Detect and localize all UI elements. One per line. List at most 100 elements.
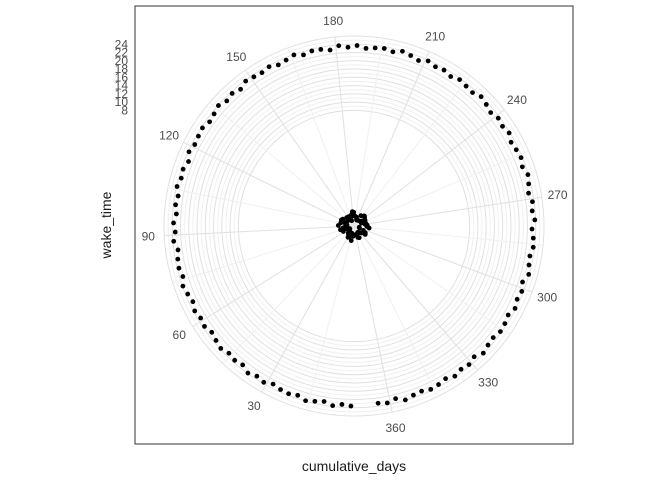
r-grid-circle [208, 80, 500, 372]
data-point [519, 288, 525, 294]
data-point [226, 350, 232, 356]
data-point [211, 111, 217, 117]
data-point [488, 110, 494, 115]
data-point [192, 308, 198, 314]
data-point [384, 400, 390, 406]
data-point [270, 381, 276, 387]
data-point [356, 235, 362, 241]
r-grid-circle [188, 60, 520, 392]
data-point [352, 213, 358, 219]
data-point [527, 253, 533, 259]
data-point [513, 147, 519, 153]
theta-tick-label: 120 [159, 128, 179, 142]
theta-grid-spoke [245, 69, 355, 227]
data-point [175, 193, 181, 199]
theta-tick-label: 90 [142, 229, 156, 243]
data-point [209, 329, 215, 335]
data-point [411, 392, 416, 398]
data-point [500, 123, 505, 129]
data-point [229, 91, 235, 96]
theta-grid-spoke [305, 225, 355, 411]
data-point [340, 225, 346, 231]
r-grid-circle [233, 105, 475, 347]
data-point [416, 58, 421, 63]
theta-grid-spoke [287, 47, 355, 227]
data-point [218, 346, 224, 351]
theta-grid-spoke [353, 225, 393, 413]
data-point [330, 403, 336, 409]
r-grid-circle [184, 56, 524, 396]
data-point [520, 279, 525, 285]
theta-tick-label: 30 [247, 399, 261, 413]
r-grid-circle [217, 89, 491, 363]
data-point [243, 78, 249, 84]
data-point [335, 223, 341, 228]
data-point [529, 226, 535, 232]
data-point [295, 392, 301, 398]
data-point [173, 202, 178, 208]
theta-grid-spoke [353, 225, 479, 371]
data-point [207, 119, 213, 125]
data-point [390, 49, 396, 55]
r-grid-circle [175, 47, 533, 405]
data-point [433, 64, 438, 70]
data-point [180, 274, 186, 279]
data-point [283, 57, 289, 63]
data-point [483, 102, 489, 107]
data-point [174, 184, 180, 189]
data-point [318, 47, 324, 52]
data-point [348, 238, 354, 244]
data-point [173, 211, 179, 217]
data-point [381, 46, 387, 51]
data-point [232, 357, 238, 363]
data-point [251, 74, 257, 80]
theta-grid-spoke [172, 225, 355, 284]
data-point [463, 83, 469, 89]
x-axis-title: cumulative_days [302, 458, 406, 474]
r-grid-circle [225, 97, 483, 355]
data-point [176, 265, 182, 271]
data-point [190, 299, 196, 305]
grid-lines [163, 35, 545, 417]
theta-tick-label: 360 [385, 421, 405, 435]
theta-grid-spoke [222, 225, 355, 365]
data-point [428, 386, 434, 392]
data-point [266, 64, 272, 70]
data-point [175, 256, 181, 262]
data-point [301, 52, 306, 58]
data-point [448, 74, 454, 79]
data-point [278, 387, 283, 392]
r-tick-label: 16 [115, 70, 129, 84]
data-point [363, 45, 369, 51]
theta-tick-label: 240 [507, 93, 527, 107]
r-grid-circle [163, 35, 545, 417]
data-point [336, 43, 342, 49]
r-tick-label: 18 [115, 62, 129, 76]
data-point [478, 94, 484, 100]
r-grid-circle [167, 39, 541, 413]
data-point [216, 103, 221, 108]
r-grid-circle [200, 72, 508, 380]
data-point [202, 323, 207, 329]
data-point [518, 155, 524, 161]
data-point [497, 329, 503, 334]
theta-tick-label: 330 [478, 375, 498, 389]
r-grid-circle [213, 85, 495, 367]
data-point [286, 391, 292, 397]
data-point [458, 366, 464, 372]
data-point [171, 220, 176, 226]
data-point [348, 214, 354, 220]
data-point [198, 315, 204, 321]
theta-grid-spoke [353, 109, 505, 227]
data-point [512, 306, 518, 311]
data-point [200, 125, 205, 131]
data-point [485, 342, 491, 348]
data-point [172, 229, 178, 235]
data-point [436, 382, 441, 387]
r-grid-circle [204, 76, 504, 376]
data-point [171, 238, 177, 244]
data-point [532, 217, 538, 223]
data-point [357, 225, 362, 231]
